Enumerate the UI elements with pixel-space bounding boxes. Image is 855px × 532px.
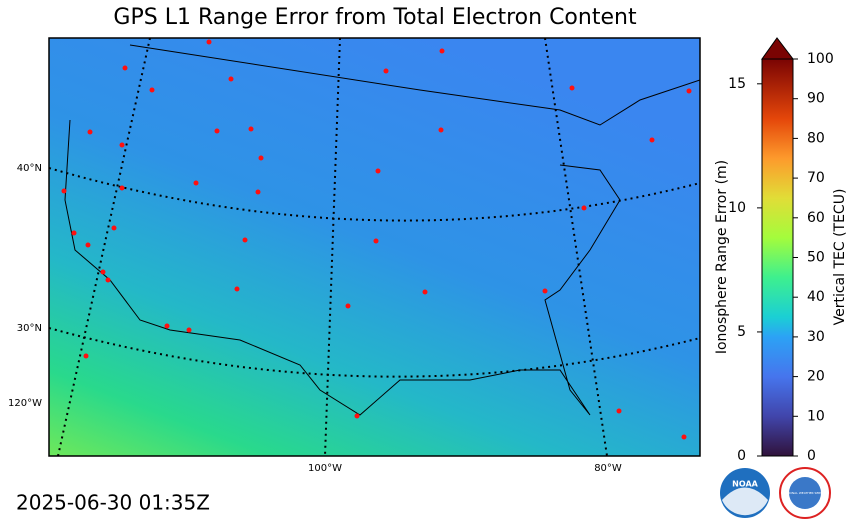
left-tick-label: 5 [737,324,746,340]
right-tick-label: 40 [807,289,825,305]
nws-logo-center [789,477,821,509]
right-tick-label: 90 [807,91,825,107]
right-tick-label: 20 [807,369,825,385]
left-tick-label: 15 [728,76,746,92]
right-tick-label: 70 [807,170,825,186]
lon-label: 100°W [308,463,342,474]
right-tick-label: 60 [807,210,825,226]
graticule [49,38,700,456]
colorbar-body [761,58,794,457]
timestamp: 2025-06-30 01:35Z [16,491,210,515]
lat-label: 30°N [17,323,42,334]
title: GPS L1 Range Error from Total Electron C… [113,5,637,30]
colorbar-extend [761,37,795,60]
map-frame [48,37,701,457]
right-tick-label: 10 [807,408,825,424]
noaa-logo-wave [722,487,768,516]
left-tick-label: 0 [737,448,746,464]
right-tick-label: 30 [807,329,825,345]
colorbar [761,37,795,457]
lon-label: 80°W [594,463,622,474]
lon-label: 120°W [8,398,42,409]
nws-text: NATIONAL WEATHER SERVICE [783,491,828,495]
left-tick-label: 10 [728,200,746,216]
right-tick-label: 0 [807,448,816,464]
coastline [64,44,700,416]
lat-label: 40°N [17,163,42,174]
right-tick-label: 100 [807,51,834,67]
left-axis-label: Ionosphere Range Error (m) [714,160,730,354]
right-tick-label: 50 [807,250,825,266]
map-background [49,38,700,456]
stations [61,39,692,440]
noaa-text: NOAA [732,480,758,489]
map [49,38,700,456]
logos: NOAA NATIONAL WEATHER SERVICE [720,467,831,519]
right-tick-label: 80 [807,130,825,146]
right-axis-label: Vertical TEC (TECU) [832,189,848,326]
